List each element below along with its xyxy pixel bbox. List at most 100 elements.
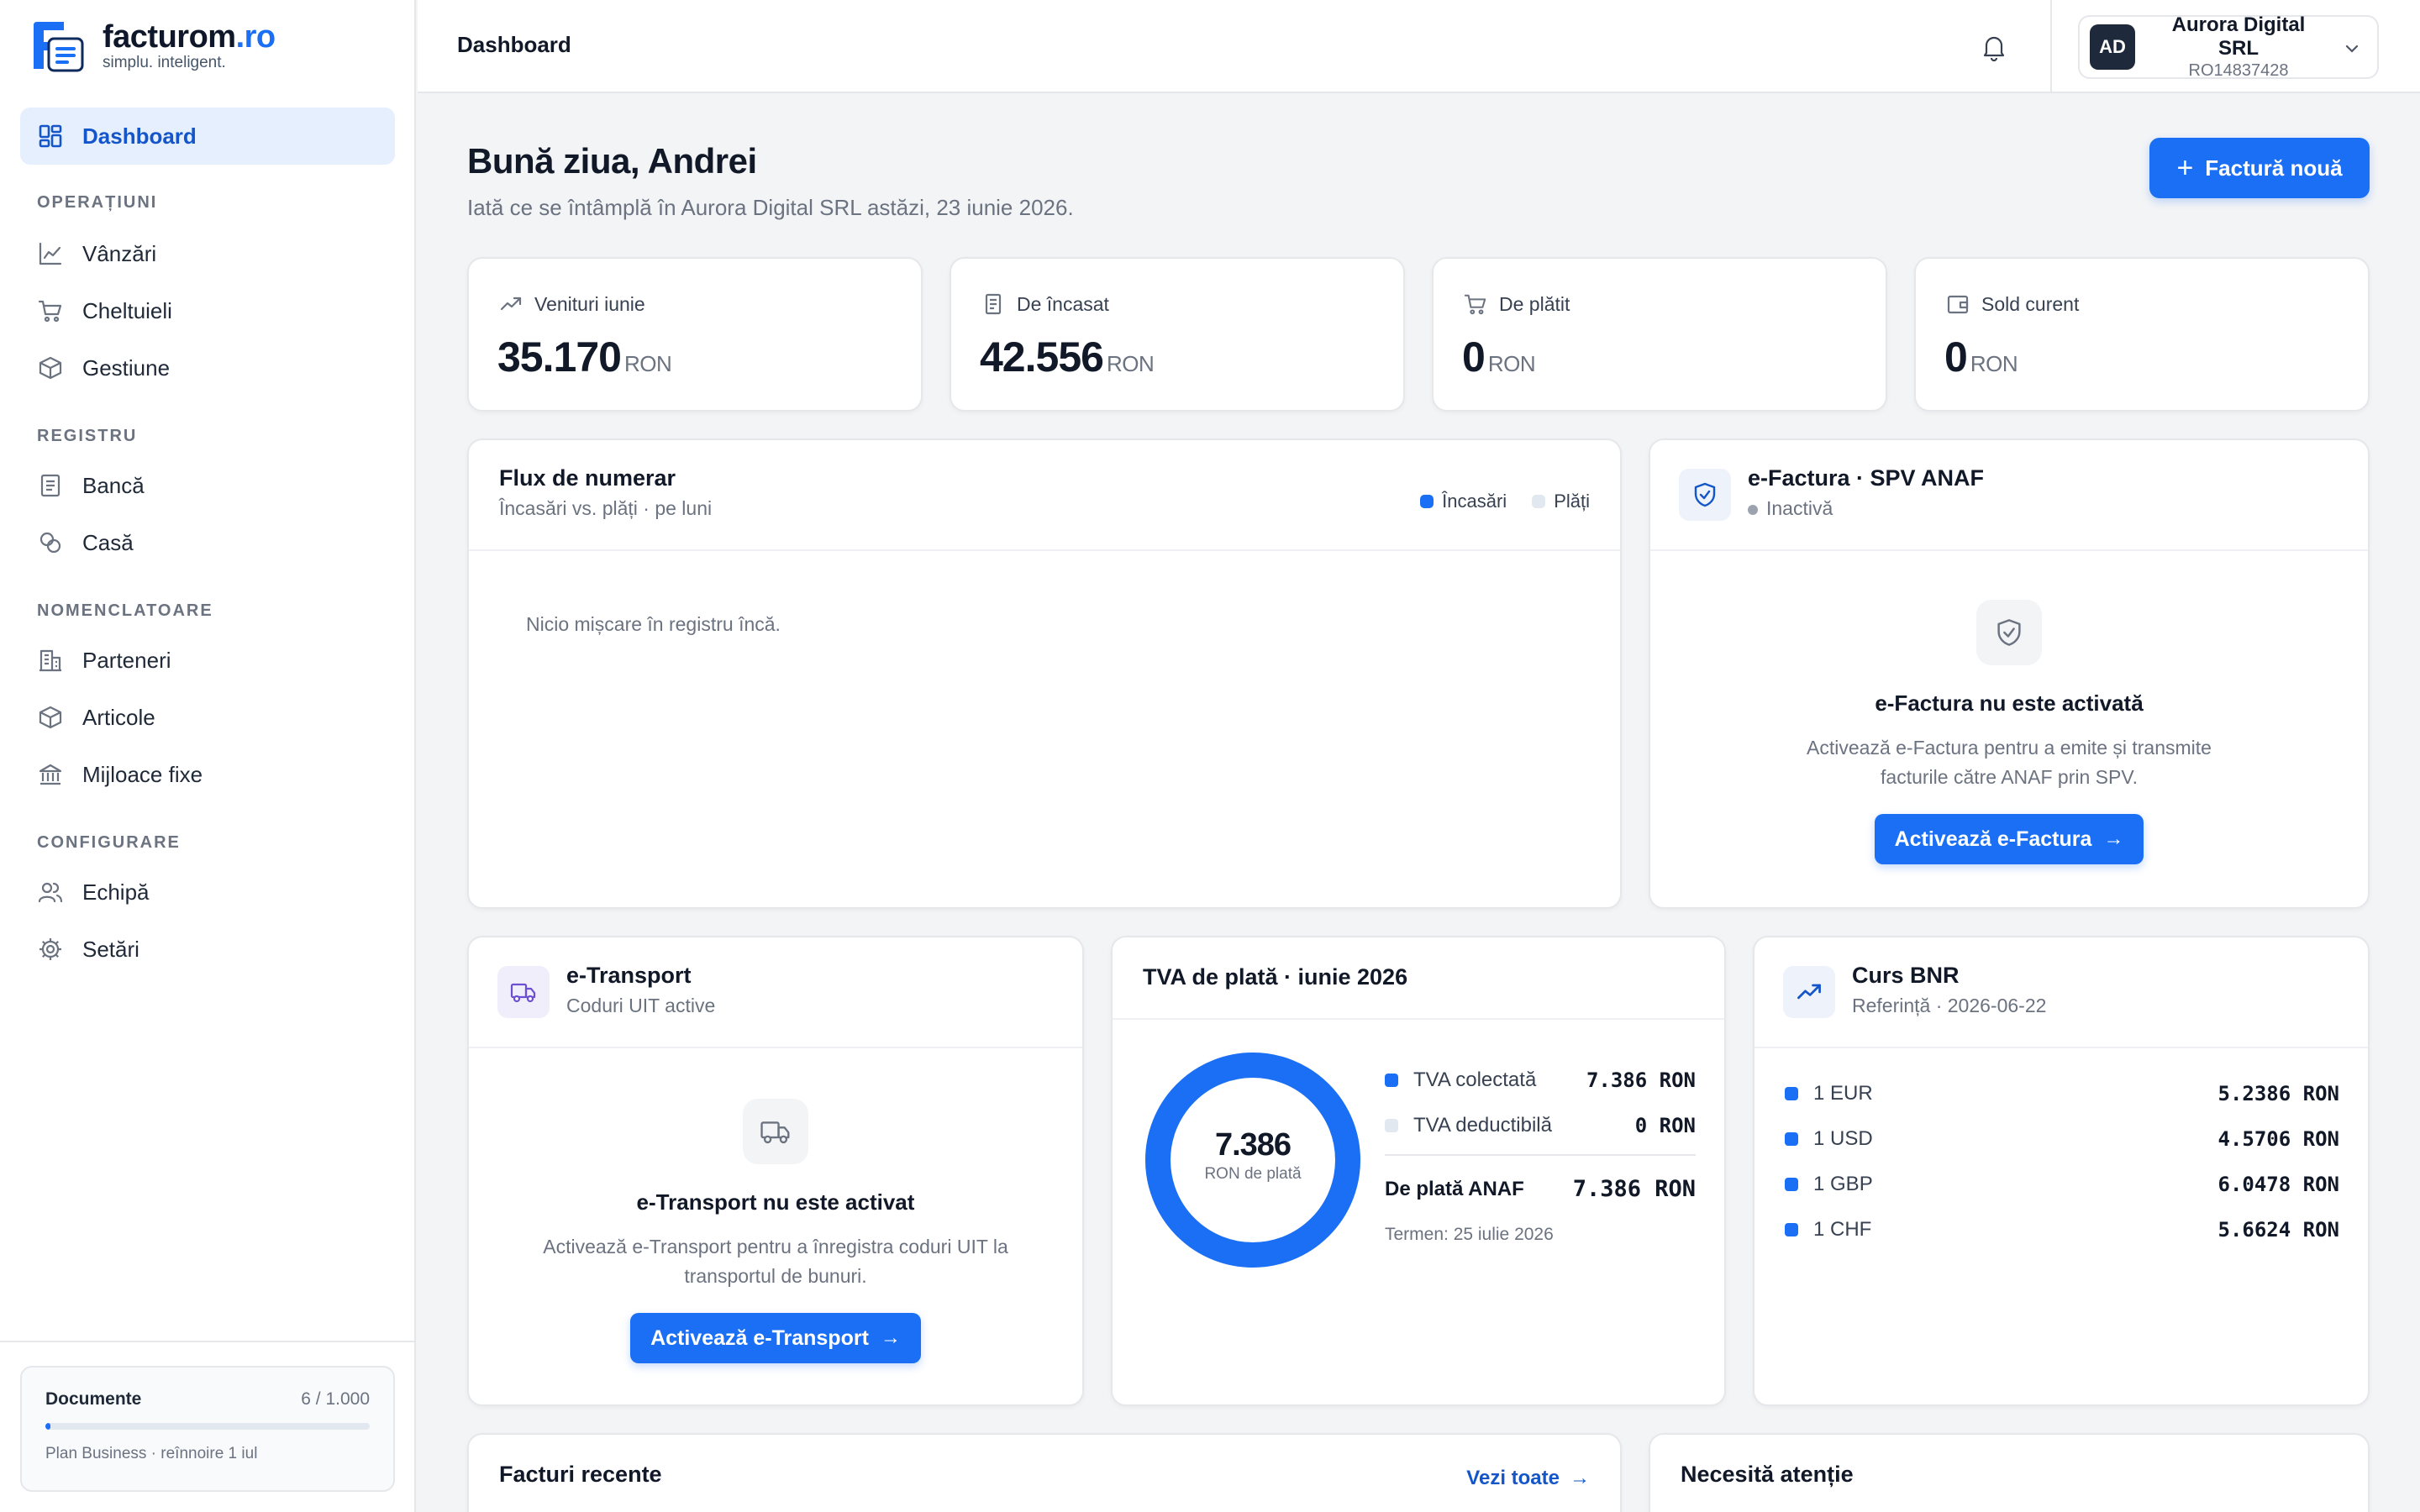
sidebar-item-casa[interactable]: Casă — [20, 514, 395, 571]
cart-icon — [37, 297, 64, 324]
stat-card-de-platit[interactable]: De plătit 0 RON — [1432, 257, 1887, 412]
shield-icon — [1976, 600, 2042, 665]
plan-title: Documente — [45, 1389, 142, 1409]
arrow-right-icon: → — [1570, 1467, 1590, 1489]
card-title: Flux de numerar — [499, 465, 676, 491]
receipt-icon — [985, 293, 1002, 315]
card-header: e-Factura · SPV ANAF Inactivă — [1650, 440, 2368, 551]
coins-icon — [37, 529, 64, 556]
cashflow-card: Flux de numerar Încasări vs. plăți · pe … — [467, 438, 1622, 909]
plus-icon: + — [2176, 151, 2194, 184]
stat-unit: RON — [1970, 351, 2018, 376]
stat-label: Sold curent — [1981, 292, 2080, 315]
logo[interactable]: facturom.ro simplu. inteligent. — [30, 20, 276, 72]
sidebar-item-articole[interactable]: Articole — [20, 689, 395, 746]
link-label: Vezi toate — [1466, 1467, 1560, 1489]
sidebar: facturom.ro simplu. inteligent. Dashboar… — [0, 0, 416, 1512]
vat-card: TVA de plată · iunie 2026 7.386 RON de p… — [1111, 936, 1726, 1406]
button-label: Activează e-Factura — [1894, 827, 2092, 851]
chart-legend: Încasări Plăți — [1395, 491, 1590, 512]
company-cui: RO14837428 — [2188, 61, 2289, 80]
fx-currency: 1 CHF — [1813, 1218, 1872, 1241]
sidebar-item-vanzari[interactable]: Vânzări — [20, 225, 395, 282]
document-icon — [37, 472, 64, 499]
plan-card[interactable]: Documente 6 / 1.000 Plan Business · reîn… — [20, 1366, 395, 1492]
plan-usage-fill — [45, 1423, 50, 1430]
company-switcher[interactable]: AD Aurora Digital SRL RO14837428 — [2078, 13, 2379, 80]
section-operatiuni: OPERAȚIUNI — [37, 193, 158, 212]
stat-value: 0 — [1944, 333, 1968, 381]
section-nomenclatoare: NOMENCLATOARE — [37, 601, 213, 620]
topbar: Dashboard AD Aurora Digital SRL RO148374… — [418, 0, 2420, 93]
stat-unit: RON — [1487, 351, 1536, 376]
efactura-empty-state: e-Factura nu este activată Activează e-F… — [1650, 600, 2368, 864]
donut-center: 7.386 RON de plată — [1143, 1127, 1363, 1184]
fx-currency: 1 USD — [1813, 1127, 1873, 1150]
fx-rate-row: 1 USD 4.5706 RON — [1785, 1127, 2339, 1151]
divider — [1385, 1154, 1696, 1156]
fx-rate-row: 1 EUR 5.2386 RON — [1785, 1082, 2339, 1105]
card-header: Curs BNR Referință · 2026-06-22 — [1754, 937, 2368, 1048]
trend-up-icon — [1783, 966, 1835, 1018]
card-subtitle: Referință · 2026-06-22 — [1852, 995, 2047, 1016]
stat-card-venituri[interactable]: Venituri iunie 35.170 RON — [467, 257, 923, 412]
truck-icon — [743, 1099, 808, 1164]
stat-value: 42.556 — [980, 333, 1104, 381]
etransport-card: e-Transport Coduri UIT active e-Transpor… — [467, 936, 1084, 1406]
box-icon — [37, 354, 64, 381]
legend-plati[interactable]: Plăți — [1532, 491, 1590, 512]
gear-icon — [37, 936, 64, 963]
cart-icon — [1464, 294, 1486, 315]
view-all-link[interactable]: Vezi toate → — [1466, 1467, 1590, 1490]
sidebar-item-label: Parteneri — [82, 647, 171, 673]
fx-currency: 1 GBP — [1813, 1173, 1873, 1195]
sidebar-item-dashboard[interactable]: Dashboard — [20, 108, 395, 165]
row-label: TVA deductibilă — [1413, 1114, 1552, 1137]
avatar: AD — [2090, 24, 2135, 70]
sidebar-item-banca[interactable]: Bancă — [20, 457, 395, 514]
sidebar-item-parteneri[interactable]: Parteneri — [20, 632, 395, 689]
sidebar-item-label: Dashboard — [82, 123, 197, 149]
sidebar-item-label: Echipă — [82, 879, 150, 905]
vat-due-row: De plată ANAF 7.386 RON — [1385, 1176, 1696, 1202]
trend-up-icon — [500, 297, 522, 311]
fx-rate-row: 1 CHF 5.6624 RON — [1785, 1218, 2339, 1242]
attention-card: Necesită atenție — [1649, 1433, 2370, 1512]
empty-description: Activează e-Factura pentru a emite și tr… — [1807, 737, 2212, 788]
fx-rate-row: 1 GBP 6.0478 RON — [1785, 1173, 2339, 1196]
sidebar-item-setari[interactable]: Setări — [20, 921, 395, 978]
stat-card-de-incasat[interactable]: De încasat 42.556 RON — [950, 257, 1405, 412]
notifications-button[interactable] — [1974, 27, 2014, 67]
stat-card-sold-curent[interactable]: Sold curent 0 RON — [1914, 257, 2370, 412]
truck-icon — [497, 966, 550, 1018]
new-invoice-button[interactable]: + Factură nouă — [2149, 138, 2370, 198]
activate-etransport-button[interactable]: Activează e-Transport → — [630, 1313, 921, 1363]
vat-deadline: Termen: 25 iulie 2026 — [1385, 1225, 1554, 1244]
card-title: Necesită atenție — [1681, 1462, 1854, 1487]
sidebar-item-mijloace-fixe[interactable]: Mijloace fixe — [20, 746, 395, 803]
company-name: Aurora Digital SRL — [2171, 13, 2306, 60]
activate-efactura-button[interactable]: Activează e-Factura → — [1874, 814, 2144, 864]
etransport-empty-state: e-Transport nu este activat Activează e-… — [469, 1099, 1082, 1363]
legend-swatch — [1385, 1074, 1398, 1087]
bank-icon — [37, 761, 64, 788]
efactura-status: Inactivă — [1748, 497, 1833, 520]
sidebar-item-cheltuieli[interactable]: Cheltuieli — [20, 282, 395, 339]
card-title: TVA de plată · iunie 2026 — [1143, 964, 1408, 990]
recent-invoices-card: Facturi recente Vezi toate → — [467, 1433, 1622, 1512]
logo-icon — [30, 20, 87, 72]
empty-title: e-Transport nu este activat — [636, 1189, 915, 1215]
bullet — [1785, 1178, 1798, 1191]
logo-tagline: simplu. inteligent. — [103, 54, 226, 71]
vat-deductible-row: TVA deductibilă 0 RON — [1385, 1114, 1696, 1137]
dashboard-icon — [37, 123, 64, 150]
sidebar-item-echipa[interactable]: Echipă — [20, 864, 395, 921]
sidebar-item-gestiune[interactable]: Gestiune — [20, 339, 395, 396]
legend-label: Plăți — [1554, 491, 1590, 512]
legend-incasari[interactable]: Încasări — [1420, 491, 1507, 512]
sidebar-item-label: Mijloace fixe — [82, 761, 203, 787]
stat-unit: RON — [1106, 351, 1155, 376]
fx-value: 5.2386 RON — [2217, 1082, 2340, 1105]
bnr-card: Curs BNR Referință · 2026-06-22 — [1753, 936, 2370, 1406]
card-header: TVA de plată · iunie 2026 — [1113, 937, 1724, 1020]
